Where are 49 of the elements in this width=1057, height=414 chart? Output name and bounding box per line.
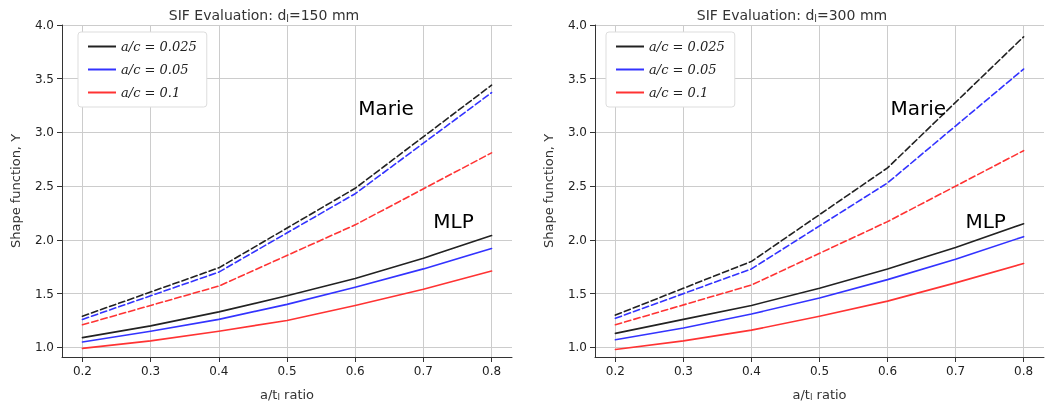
line-series — [81, 247, 493, 343]
x-tick-label: 0.7 — [946, 364, 966, 378]
legend-label: a/c = 0.05 — [649, 62, 717, 77]
x-tick-label: 0.3 — [673, 364, 693, 378]
y-tick-label: 1.5 — [34, 286, 54, 301]
annotation: MLP — [433, 208, 474, 233]
y-tick-label: 3.0 — [567, 125, 587, 140]
line-series — [614, 262, 1025, 351]
x-tick-label: 0.8 — [482, 364, 502, 378]
x-tick-label: 0.7 — [413, 364, 433, 378]
y-tick-label: 3.5 — [567, 71, 587, 86]
y-tick-label: 2.5 — [567, 179, 587, 194]
y-tick-label: 4.0 — [567, 18, 587, 32]
y-tick-label: 3.0 — [34, 125, 54, 140]
legend-label: a/c = 0.05 — [121, 62, 189, 77]
y-tick-label: 1.0 — [567, 340, 587, 355]
y-tick-label: 3.5 — [34, 71, 54, 86]
y-tick-label: 1.0 — [34, 340, 54, 355]
y-tick-label: 2.5 — [34, 179, 54, 194]
annotation: Marie — [358, 96, 414, 120]
x-tick-label: 0.6 — [877, 364, 898, 378]
line-series — [81, 270, 493, 350]
x-tick-label: 0.6 — [345, 364, 365, 378]
annotation: MLP — [965, 208, 1006, 233]
x-tick-label: 0.5 — [809, 364, 830, 378]
y-tick-label: 1.5 — [567, 286, 587, 301]
y-tick-label: 2.0 — [34, 232, 54, 247]
x-tick-label: 0.8 — [1014, 364, 1034, 378]
legend-label: a/c = 0.1 — [649, 85, 709, 100]
y-axis-title: Shape function, Y — [541, 133, 556, 249]
legend-label: a/c = 0.1 — [121, 85, 181, 100]
line-series — [614, 149, 1025, 326]
legend-label: a/c = 0.025 — [649, 39, 725, 54]
x-axis-title: a/tl ratio — [792, 386, 847, 403]
line-series — [614, 235, 1025, 341]
x-axis-title: a/tl ratio — [259, 386, 315, 403]
y-tick-label: 2.0 — [567, 232, 587, 247]
line-series — [81, 152, 493, 326]
y-tick-label: 4.0 — [34, 18, 54, 32]
legend-label: a/c = 0.025 — [121, 39, 197, 54]
x-tick-label: 0.2 — [72, 364, 92, 378]
x-tick-label: 0.5 — [277, 364, 297, 378]
x-tick-label: 0.3 — [141, 364, 161, 378]
x-tick-label: 0.2 — [605, 364, 625, 378]
annotation: Marie — [890, 96, 947, 120]
y-axis-title: Shape function, Y — [8, 133, 23, 249]
x-tick-label: 0.4 — [741, 364, 762, 378]
x-tick-label: 0.4 — [209, 364, 229, 378]
line-series — [81, 234, 493, 339]
